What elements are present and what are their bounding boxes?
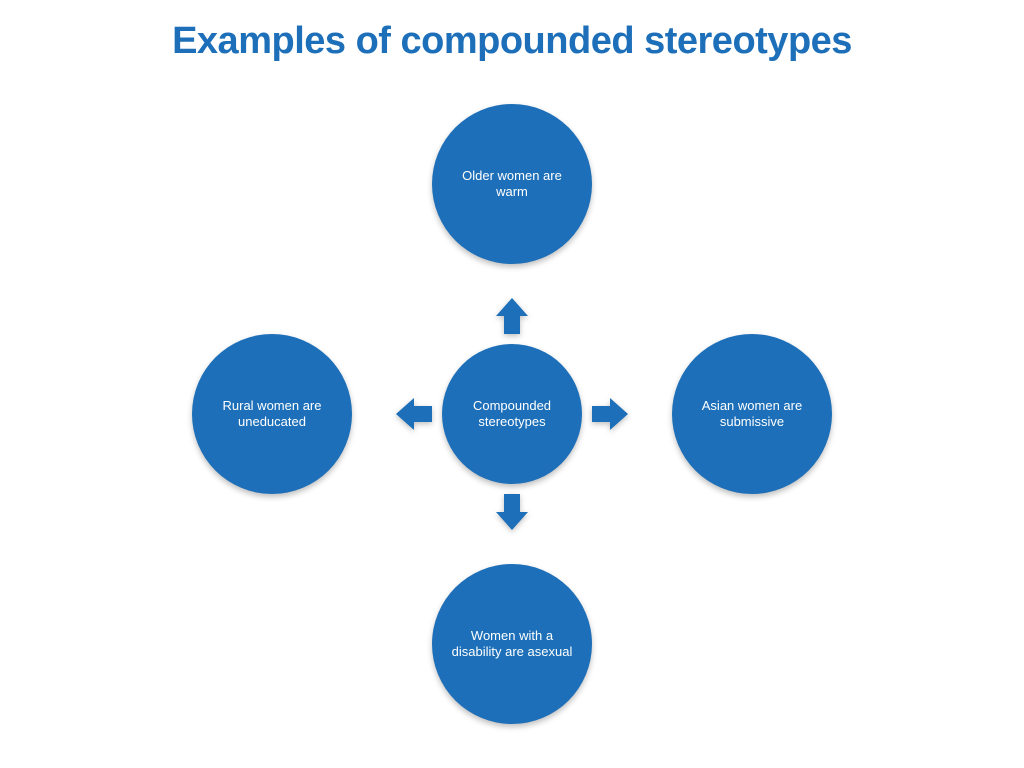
page-title: Examples of compounded stereotypes (0, 20, 1024, 63)
arrow-up-icon (492, 296, 532, 336)
arrow-left-icon (394, 394, 434, 434)
center-node-label: Compounded stereotypes (456, 398, 568, 431)
node-top-label: Older women are warm (446, 168, 578, 201)
arrow-right-icon (590, 394, 630, 434)
node-right-label: Asian women are submissive (686, 398, 818, 431)
arrow-down-icon (492, 492, 532, 532)
node-right: Asian women are submissive (672, 334, 832, 494)
node-bottom: Women with a disability are asexual (432, 564, 592, 724)
node-left-label: Rural women are uneducated (206, 398, 338, 431)
node-bottom-label: Women with a disability are asexual (446, 628, 578, 661)
node-left: Rural women are uneducated (192, 334, 352, 494)
node-top: Older women are warm (432, 104, 592, 264)
center-node: Compounded stereotypes (442, 344, 582, 484)
